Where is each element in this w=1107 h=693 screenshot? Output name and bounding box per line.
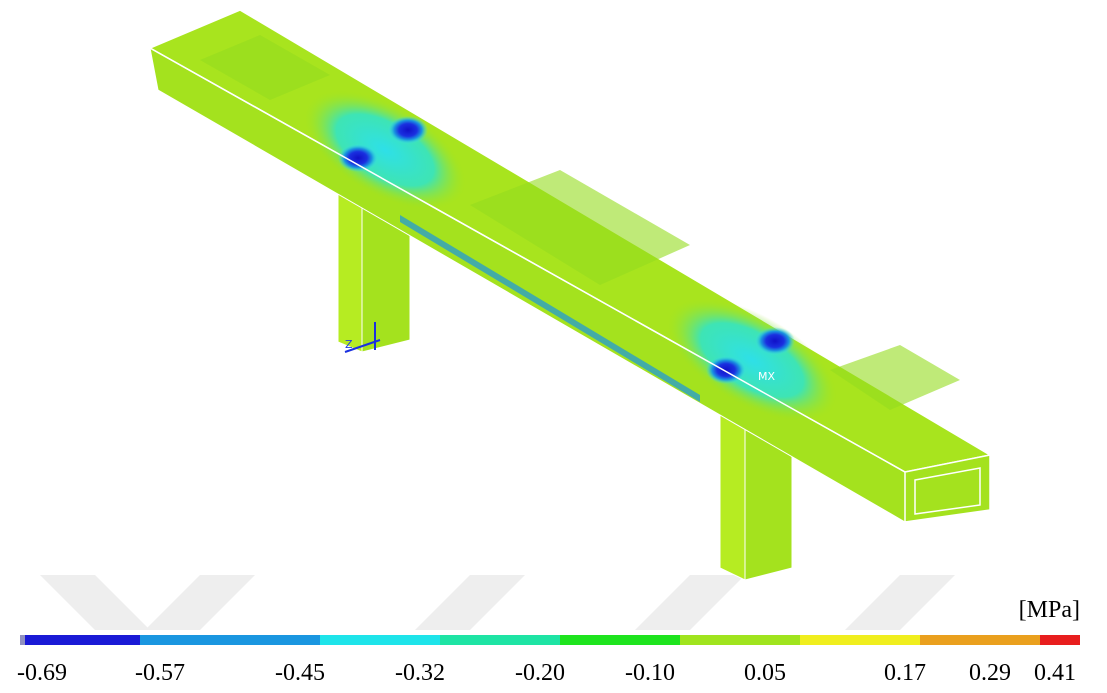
axis-label: Z [345, 338, 353, 351]
legend-unit: [MPa] [1019, 597, 1080, 623]
colorbar-label: -0.57 [135, 660, 185, 686]
colorbar-label: -0.20 [515, 660, 565, 686]
colorbar-label: -0.10 [625, 660, 675, 686]
colorbar-labels: -0.69 -0.57 -0.45 -0.32 -0.20 -0.10 0.05 0.17 0.… [17, 660, 1076, 686]
colorbar-label: 0.17 [884, 660, 926, 686]
beam [150, 10, 990, 522]
colorbar-segment [320, 635, 440, 645]
colorbar-label: -0.69 [17, 660, 67, 686]
colorbar-label: 0.05 [744, 660, 786, 686]
colorbar-label: 0.29 [969, 660, 1011, 686]
colorbar-label: -0.45 [275, 660, 325, 686]
colorbar-segment [25, 635, 140, 645]
colorbar-segment [560, 635, 680, 645]
colorbar-label: -0.32 [395, 660, 445, 686]
max-label: MX [758, 370, 775, 383]
colorbar-segment [140, 635, 320, 645]
colorbar-label: 0.41 [1034, 660, 1076, 686]
legend-edge [20, 635, 25, 645]
colorbar-segment [800, 635, 920, 645]
watermark [40, 575, 955, 630]
colorbar-segment [920, 635, 1040, 645]
colorbar-segment [680, 635, 800, 645]
colorbar-segment [1040, 635, 1080, 645]
figure: MX Z [MPa] -0.69 -0.57 -0.45 -0.32 -0.20 -0.1… [0, 0, 1107, 693]
colorbar [25, 635, 1080, 645]
colorbar-segment [440, 635, 560, 645]
